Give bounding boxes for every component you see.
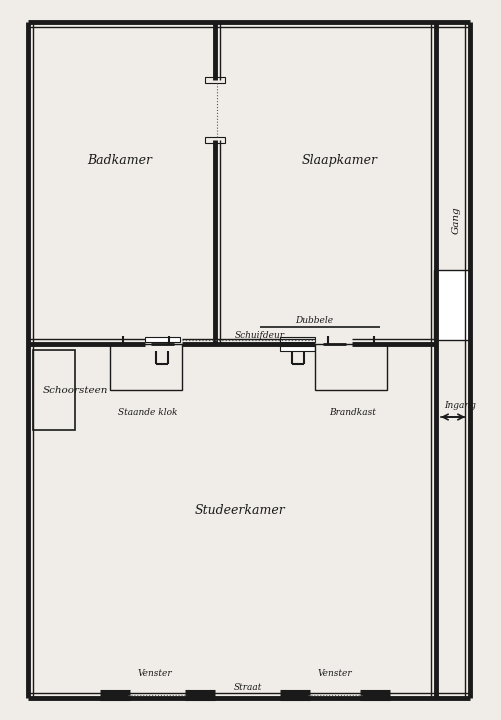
Text: Slaapkamer: Slaapkamer [302, 153, 378, 166]
Bar [315, 344, 387, 390]
Text: Studeerkamer: Studeerkamer [194, 503, 286, 516]
Bar [110, 344, 182, 390]
Text: Brandkast: Brandkast [330, 408, 376, 416]
Bar [280, 337, 315, 342]
Text: Straat: Straat [234, 683, 262, 693]
Text: Schoorsteen: Schoorsteen [42, 385, 108, 395]
Bar [205, 137, 225, 143]
Bar [280, 346, 315, 351]
Text: Schuifdeur: Schuifdeur [235, 330, 285, 340]
Text: Dubbele: Dubbele [295, 315, 333, 325]
Bar [434, 270, 470, 340]
Text: Ingang: Ingang [444, 400, 476, 410]
Text: Gang: Gang [451, 206, 460, 234]
Text: Badkamer: Badkamer [88, 153, 152, 166]
Bar [145, 346, 180, 351]
Text: Venster: Venster [138, 668, 172, 678]
Text: Staande klok: Staande klok [118, 408, 178, 416]
Text: Venster: Venster [318, 668, 352, 678]
Bar [145, 337, 180, 342]
Bar [33, 350, 75, 430]
Bar [205, 77, 225, 83]
